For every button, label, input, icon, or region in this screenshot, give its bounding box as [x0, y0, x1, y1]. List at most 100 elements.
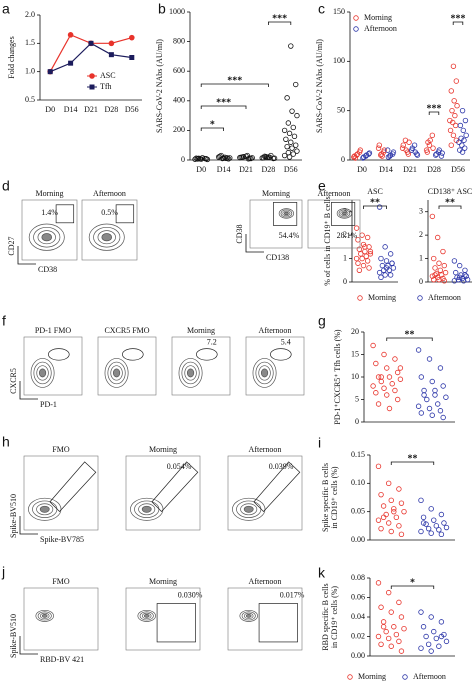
contour — [39, 612, 50, 620]
data-point — [431, 517, 437, 523]
contour — [340, 210, 349, 217]
panel-letter: g — [318, 313, 326, 329]
y-tick-label: 0.08 — [351, 573, 365, 582]
data-point — [386, 374, 393, 380]
data-point — [375, 145, 382, 151]
data-point — [355, 260, 361, 266]
plot-frame — [125, 455, 201, 531]
significance-bracket — [200, 83, 269, 87]
data-point — [383, 265, 390, 271]
data-point — [378, 604, 384, 610]
data-point — [418, 645, 424, 651]
y-axis-label: SARS-CoV-2 NAbs (AU/ml) — [155, 39, 164, 133]
data-point — [428, 506, 434, 512]
data-point — [440, 414, 446, 421]
plot-title: PD-1 FMO — [35, 326, 71, 335]
data-point — [436, 147, 442, 153]
contour — [30, 358, 55, 388]
data-point — [398, 614, 405, 620]
data-point — [47, 69, 53, 75]
data-point — [424, 396, 430, 403]
significance-bracket — [428, 111, 440, 115]
data-point — [392, 387, 398, 394]
plot-title: CXCR5 FMO — [104, 326, 149, 335]
x-tick-label: D21 — [403, 165, 417, 174]
data-point — [397, 365, 404, 371]
y-tick-label: 600 — [173, 66, 185, 75]
contour — [243, 505, 254, 513]
data-point — [68, 60, 74, 66]
data-point — [391, 508, 397, 515]
data-point — [379, 262, 386, 269]
contour — [282, 210, 291, 217]
panel-letter: f — [2, 313, 6, 329]
y-axis-label: CD38 — [235, 224, 244, 243]
contour — [260, 368, 269, 378]
significance-label: *** — [451, 13, 466, 24]
contour — [41, 613, 48, 618]
gate — [151, 461, 199, 513]
y-tick-label: 1.0 — [25, 66, 35, 75]
data-point — [425, 139, 431, 145]
data-point — [386, 589, 392, 596]
contour — [93, 226, 121, 248]
legend-label: ASC — [100, 71, 116, 80]
line — [49, 42, 132, 73]
y-tick-label: 200 — [173, 125, 185, 134]
x-axis-label: CD138 — [266, 253, 289, 262]
data-point — [430, 145, 436, 151]
data-point — [393, 514, 400, 521]
gate-label: 0.5% — [101, 208, 118, 217]
data-point — [375, 463, 382, 470]
data-point — [459, 149, 466, 155]
data-point — [392, 356, 398, 362]
axis-arrow — [19, 516, 38, 535]
data-point — [370, 383, 376, 389]
data-point — [364, 234, 371, 241]
plot-title: Morning — [36, 189, 64, 198]
y-tick-label: 15 — [351, 349, 359, 358]
data-point — [450, 119, 456, 126]
plot-frame — [125, 587, 201, 651]
data-point — [415, 403, 422, 409]
data-point — [385, 154, 392, 160]
significance-label: *** — [272, 13, 287, 24]
significance-label: ** — [445, 197, 455, 208]
data-point — [378, 374, 384, 380]
contour — [28, 497, 62, 521]
data-point — [448, 142, 454, 148]
axis-arrow — [19, 636, 38, 655]
data-point — [390, 149, 397, 155]
contour — [255, 361, 274, 385]
data-point — [406, 139, 412, 145]
data-point — [433, 271, 440, 277]
data-point — [398, 648, 405, 654]
contour — [252, 358, 277, 388]
data-point — [284, 143, 290, 150]
y-tick-label: 2 — [343, 230, 347, 239]
data-point — [438, 619, 445, 625]
x-tick-label: D14 — [217, 165, 231, 174]
data-point — [459, 142, 465, 148]
data-point — [383, 258, 390, 264]
data-point — [436, 260, 442, 266]
y-axis-label: PD-1⁺CXCR5⁺ Tfh cells (%) — [333, 329, 342, 425]
gate-label: 0.054% — [167, 462, 192, 471]
gate-label: 28.1% — [337, 231, 358, 240]
plot-title: Afternoon — [93, 189, 126, 198]
data-point — [425, 525, 432, 532]
data-point — [281, 152, 288, 159]
data-point — [420, 520, 427, 526]
gate-label: 54.4% — [279, 231, 300, 240]
data-point — [437, 408, 444, 414]
data-point — [217, 153, 223, 159]
y-axis-label: SARS-CoV-2 NAbs (AU/ml) — [315, 39, 324, 133]
legend-marker — [89, 84, 95, 90]
data-point — [291, 133, 298, 140]
plot-frame — [171, 336, 231, 396]
data-point — [438, 153, 445, 159]
data-point — [387, 251, 394, 257]
data-point — [366, 150, 373, 156]
plot-title: Afternoon — [249, 445, 282, 454]
data-point — [388, 497, 394, 504]
